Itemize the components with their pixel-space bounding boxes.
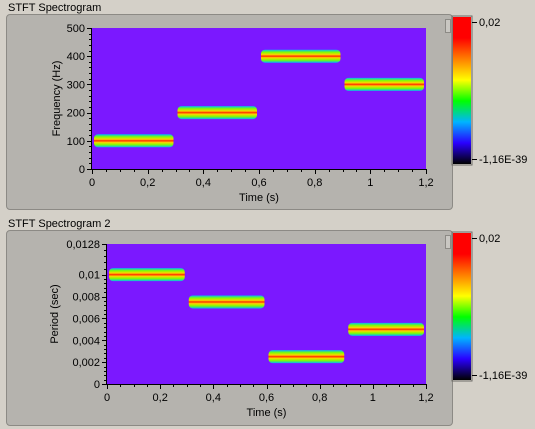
chart-1-x-tick-label: 1 — [367, 177, 373, 189]
chart-2-colorbar-max-label: 0,02 — [479, 233, 500, 245]
chart-2-segment-3 — [268, 350, 345, 364]
chart-2-colorbar — [453, 233, 471, 380]
chart-2-colorbar-min-label: -1,16E-39 — [479, 370, 527, 382]
chart-2-plot-area — [107, 244, 426, 384]
chart-1-x-tick-label: 1,2 — [418, 177, 433, 189]
chart-1-y-tick-label: 0 — [79, 164, 85, 176]
chart-1-y-tick-label: 200 — [67, 108, 85, 120]
chart-1-y-tick-label: 100 — [67, 136, 85, 148]
chart-2-y-axis-title: Period (sec) — [49, 284, 61, 343]
chart-1-segment-4 — [344, 77, 424, 91]
chart-1-y-tick-label: 400 — [67, 51, 85, 63]
chart-2-title: STFT Spectrogram 2 — [8, 218, 111, 230]
chart-1-colorbar-border — [451, 15, 473, 166]
chart-1-segment-2 — [177, 106, 257, 120]
chart-1-y-axis-title: Frequency (Hz) — [51, 61, 63, 137]
chart-2-x-axis-title: Time (s) — [247, 407, 287, 419]
chart-2-frame-grip — [445, 235, 451, 249]
chart-2-segment-1 — [109, 268, 185, 282]
chart-1-plot-area — [92, 28, 426, 169]
chart-1-x-tick-label: 0 — [89, 177, 95, 189]
chart-1-x-axis-title: Time (s) — [239, 192, 279, 204]
chart-1-title: STFT Spectrogram — [8, 2, 102, 14]
chart-2-x-tick-label: 0,4 — [206, 392, 221, 404]
chart-2-x-tick-label: 1 — [370, 392, 376, 404]
chart-1-x-tick-label: 0,6 — [251, 177, 266, 189]
chart-1-colorbar-min-label: -1,16E-39 — [479, 154, 527, 166]
chart-2-y-tick-label: 0,008 — [72, 292, 100, 304]
chart-1-x-tick-label: 0,4 — [196, 177, 211, 189]
chart-1-colorbar-max-label: 0,02 — [479, 17, 500, 29]
chart-2-x-tick-label: 0,2 — [153, 392, 168, 404]
chart-2-x-tick-label: 0,6 — [259, 392, 274, 404]
chart-1-frame-grip — [445, 19, 451, 33]
chart-2-x-tick-label: 0 — [104, 392, 110, 404]
chart-2-y-tick-label: 0,002 — [72, 357, 100, 369]
chart-1-segment-1 — [94, 134, 174, 148]
chart-2-segment-4 — [348, 322, 424, 336]
chart-2-y-tick-label: 0,01 — [79, 270, 100, 282]
chart-1-x-tick-label: 0,8 — [307, 177, 322, 189]
chart-2-y-tick-label: 0,0128 — [66, 239, 100, 251]
chart-2-y-tick-label: 0,004 — [72, 335, 100, 347]
chart-1-y-tick-label: 300 — [67, 79, 85, 91]
chart-2-x-tick-label: 1,2 — [418, 392, 433, 404]
chart-2-y-tick-label: 0,006 — [72, 313, 100, 325]
chart-2-segment-2 — [188, 295, 265, 309]
chart-2-y-tick-label: 0 — [94, 379, 100, 391]
chart-1-segment-3 — [261, 49, 341, 63]
chart-2-colorbar-border — [451, 231, 473, 382]
chart-1-colorbar — [453, 17, 471, 164]
chart-1-x-tick-label: 0,2 — [140, 177, 155, 189]
chart-2-x-tick-label: 0,8 — [312, 392, 327, 404]
chart-1-y-tick-label: 500 — [67, 23, 85, 35]
